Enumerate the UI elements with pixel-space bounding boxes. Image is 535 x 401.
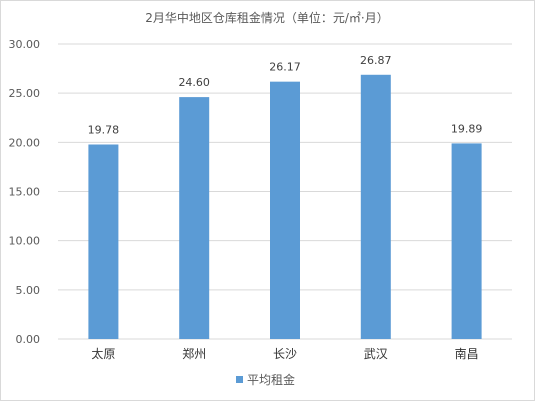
data-label: 26.87: [360, 54, 392, 67]
y-axis-ticks: 0.00 5.00 10.00 15.00 20.00 25.00 30.00: [9, 38, 41, 346]
bar-1: [88, 144, 119, 339]
legend-swatch-avg-rent: [236, 376, 243, 383]
y-tick-label: 10.00: [9, 235, 41, 248]
data-label: 26.17: [269, 61, 301, 74]
bar-5: [451, 143, 482, 339]
y-tick-label: 25.00: [9, 87, 41, 100]
x-category-label: 太原: [91, 346, 115, 361]
legend: 平均租金: [236, 372, 295, 387]
data-labels: 19.78 24.60 26.17 26.87 19.89: [88, 54, 483, 137]
legend-label-avg-rent: 平均租金: [247, 372, 295, 387]
bar-2: [179, 97, 210, 339]
x-category-label: 南昌: [455, 346, 479, 361]
bars: [88, 74, 482, 340]
y-tick-label: 15.00: [9, 186, 41, 199]
data-label: 19.78: [88, 123, 120, 136]
x-axis-categories: 太原 郑州 长沙 武汉 南昌: [91, 346, 478, 361]
data-label: 24.60: [178, 76, 210, 89]
bar-3: [270, 81, 300, 339]
x-category-label: 长沙: [273, 347, 297, 361]
y-tick-label: 5.00: [16, 284, 41, 297]
y-tick-label: 0.00: [16, 333, 41, 346]
x-category-label: 郑州: [182, 346, 206, 361]
x-category-label: 武汉: [364, 347, 388, 361]
y-tick-label: 30.00: [9, 38, 41, 51]
data-label: 19.89: [451, 122, 483, 135]
bar-4: [360, 74, 391, 340]
y-tick-label: 20.00: [9, 136, 41, 149]
chart-title: 2月华中地区仓库租金情况（单位：元/㎡·月）: [145, 10, 389, 25]
